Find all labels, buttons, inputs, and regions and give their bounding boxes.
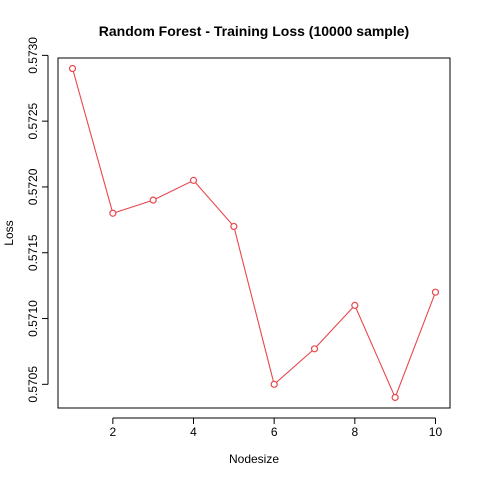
x-tick-label: 8 — [351, 425, 358, 439]
x-tick-label: 2 — [110, 425, 117, 439]
x-tick-label: 6 — [271, 425, 278, 439]
data-point — [149, 196, 157, 204]
data-point — [68, 64, 77, 73]
x-axis-label: Nodesize — [229, 452, 279, 466]
series-group — [68, 64, 440, 402]
y-tick-label: 0.5720 — [26, 168, 40, 205]
data-point — [109, 209, 117, 217]
chart-title: Random Forest - Training Loss (10000 sam… — [99, 23, 409, 39]
y-tick-label: 0.5715 — [26, 234, 40, 271]
plot-area-frame — [57, 57, 451, 409]
data-point — [351, 301, 359, 309]
data-point — [391, 393, 399, 402]
y-axis-label: Loss — [2, 220, 16, 245]
x-tick-label: 4 — [190, 425, 197, 439]
y-tick-label: 0.5710 — [26, 300, 40, 337]
y-axis: 0.5705 0.5710 0.5715 0.5720 0.5725 0.5730 — [26, 37, 49, 403]
data-point — [431, 288, 440, 296]
y-tick-label: 0.5725 — [26, 102, 40, 139]
data-point — [189, 176, 198, 184]
x-axis: 2 4 6 8 10 — [110, 417, 443, 439]
series-line — [71, 68, 436, 399]
y-tick-label: 0.5730 — [26, 37, 40, 74]
data-point — [310, 345, 319, 353]
x-tick-label: 10 — [429, 425, 443, 439]
y-tick-label: 0.5705 — [26, 366, 40, 403]
data-point — [230, 222, 238, 231]
data-point — [270, 380, 278, 388]
